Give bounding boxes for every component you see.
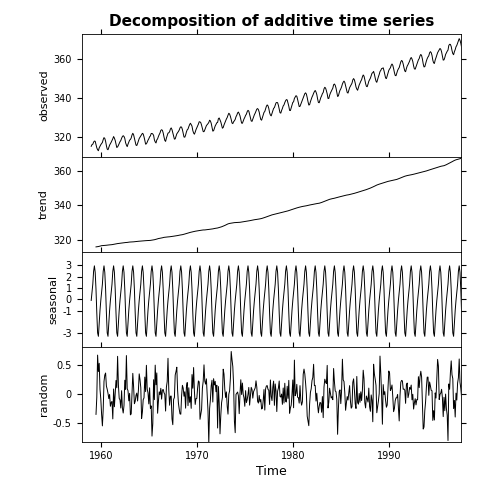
- Y-axis label: random: random: [39, 372, 49, 416]
- Y-axis label: trend: trend: [39, 190, 49, 219]
- Y-axis label: observed: observed: [39, 70, 49, 121]
- Y-axis label: seasonal: seasonal: [48, 275, 58, 324]
- Text: Decomposition of additive time series: Decomposition of additive time series: [108, 14, 434, 29]
- X-axis label: Time: Time: [256, 466, 287, 479]
